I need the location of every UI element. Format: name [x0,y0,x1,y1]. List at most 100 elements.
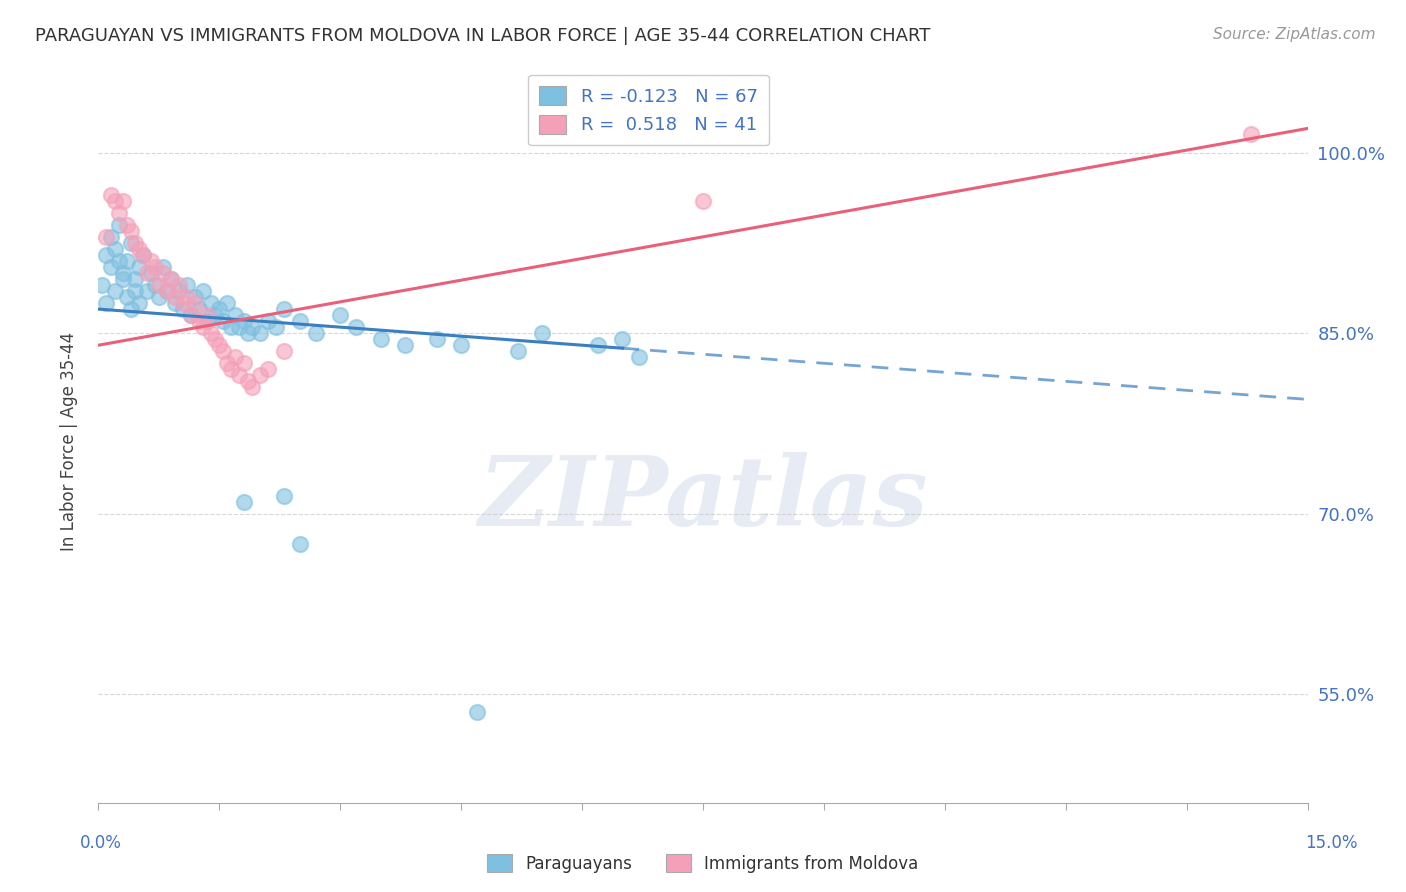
Point [692,194,714,208]
Point [394,338,416,352]
Point [120,301,142,316]
Point [139,266,162,280]
Point [100,229,122,244]
Point [208,338,231,352]
Point [120,224,142,238]
Text: 15.0%: 15.0% [1305,834,1358,852]
Point [200,296,222,310]
Point [188,314,211,328]
Point [115,290,138,304]
Point [176,290,198,304]
Point [180,308,202,322]
Point [212,314,235,328]
Point [273,489,295,503]
Point [208,301,231,316]
Point [103,242,125,256]
Point [465,706,488,720]
Point [249,368,271,383]
Point [120,235,142,250]
Point [256,362,278,376]
Point [212,344,235,359]
Point [264,320,287,334]
Point [176,277,198,292]
Point [148,277,170,292]
Point [228,320,250,334]
Point [221,320,243,334]
Point [160,272,183,286]
Point [139,253,162,268]
Point [143,277,166,292]
Point [224,350,246,364]
Point [217,356,239,370]
Point [156,284,179,298]
Point [96,296,118,310]
Point [288,537,311,551]
Point [132,248,155,262]
Point [135,284,157,298]
Point [124,235,146,250]
Point [232,314,254,328]
Point [91,277,114,292]
Point [103,194,125,208]
Point [256,314,278,328]
Point [132,248,155,262]
Point [128,242,150,256]
Point [236,326,259,340]
Point [329,308,352,322]
Point [1240,128,1263,142]
Point [344,320,367,334]
Legend: R = -0.123   N = 67, R =  0.518   N = 41: R = -0.123 N = 67, R = 0.518 N = 41 [529,75,769,145]
Point [188,301,211,316]
Point [167,277,190,292]
Point [172,301,194,316]
Point [370,332,392,346]
Point [240,320,263,334]
Point [184,296,207,310]
Text: ZIPatlas: ZIPatlas [478,452,928,546]
Point [273,301,295,316]
Point [156,284,179,298]
Point [111,272,134,286]
Point [96,248,118,262]
Point [530,326,553,340]
Point [100,260,122,274]
Point [204,332,226,346]
Point [180,308,202,322]
Text: Source: ZipAtlas.com: Source: ZipAtlas.com [1212,27,1375,42]
Point [228,368,250,383]
Point [288,314,311,328]
Point [217,296,239,310]
Point [586,338,609,352]
Point [128,260,150,274]
Point [273,344,295,359]
Point [195,314,218,328]
Point [221,362,243,376]
Point [184,290,207,304]
Point [236,374,259,388]
Point [115,253,138,268]
Point [627,350,650,364]
Point [163,290,186,304]
Legend: Paraguayans, Immigrants from Moldova: Paraguayans, Immigrants from Moldova [481,847,925,880]
Point [204,308,226,322]
Point [148,290,170,304]
Point [193,284,215,298]
Point [426,332,449,346]
Point [506,344,529,359]
Point [232,356,254,370]
Point [305,326,328,340]
Point [232,494,254,508]
Point [107,218,129,232]
Point [107,253,129,268]
Point [193,320,215,334]
Point [143,260,166,274]
Point [128,296,150,310]
Point [124,284,146,298]
Point [195,308,218,322]
Point [450,338,472,352]
Point [103,284,125,298]
Point [135,266,157,280]
Point [115,218,138,232]
Point [100,187,122,202]
Point [152,260,174,274]
